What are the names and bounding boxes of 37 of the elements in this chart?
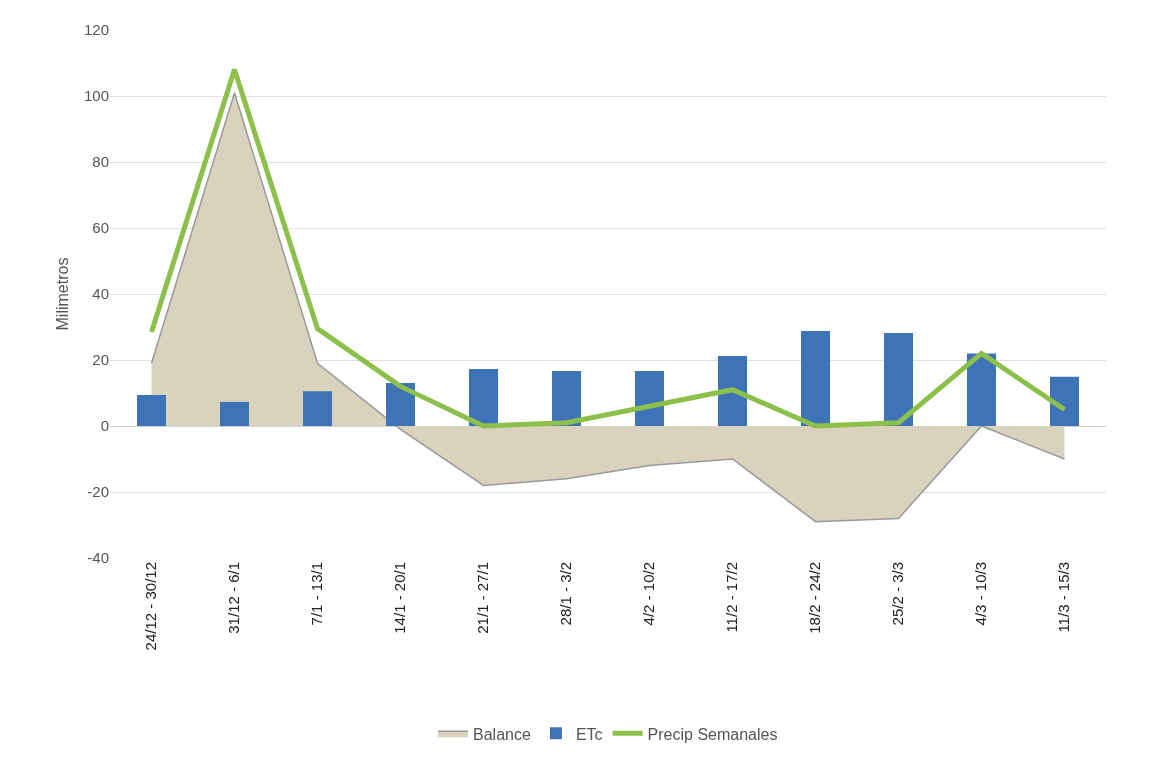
bar	[1049, 376, 1080, 426]
bar	[136, 394, 167, 426]
y-tick-label: 80	[92, 153, 109, 171]
legend-label: ETc	[575, 725, 603, 743]
bar	[385, 383, 416, 426]
legend-label: Balance	[473, 725, 531, 743]
bar	[302, 391, 333, 426]
legend-label: Precip Semanales	[647, 725, 778, 743]
y-tick-label: 0	[100, 417, 109, 435]
bar	[800, 330, 831, 426]
y-tick-label: -20	[87, 483, 109, 501]
x-tick-label: 11/3 - 15/3	[1055, 562, 1073, 633]
x-tick-label: 24/12 - 30/12	[142, 562, 160, 651]
x-tick-label: 4/3 - 10/3	[972, 562, 990, 626]
y-tick-label: 60	[92, 219, 109, 237]
x-tick-label: 7/1 - 13/1	[308, 562, 326, 626]
x-tick-label: 21/1 - 27/1	[474, 562, 492, 634]
x-tick-label: 18/2 - 24/2	[806, 562, 824, 634]
x-tick-label: 4/2 - 10/2	[640, 562, 658, 626]
bar	[717, 356, 748, 426]
x-tick-label: 25/2 - 3/3	[889, 562, 907, 626]
bar	[634, 370, 665, 426]
bar	[219, 401, 250, 426]
y-tick-label: 100	[83, 87, 109, 105]
x-tick-label: 14/1 - 20/1	[391, 562, 409, 634]
bar	[468, 368, 499, 426]
bar	[966, 353, 997, 426]
x-tick-label: 11/2 - 17/2	[723, 562, 741, 633]
bar	[883, 332, 914, 426]
y-tick-label: 120	[83, 21, 109, 39]
x-tick-label: 28/1 - 3/2	[557, 562, 575, 626]
y-tick-label: -40	[87, 549, 109, 567]
bar	[551, 370, 582, 426]
x-tick-label: 31/12 - 6/1	[225, 562, 243, 634]
y-axis-title: Milimetros	[54, 257, 71, 331]
y-tick-label: 20	[92, 351, 109, 369]
y-tick-label: 40	[92, 285, 109, 303]
